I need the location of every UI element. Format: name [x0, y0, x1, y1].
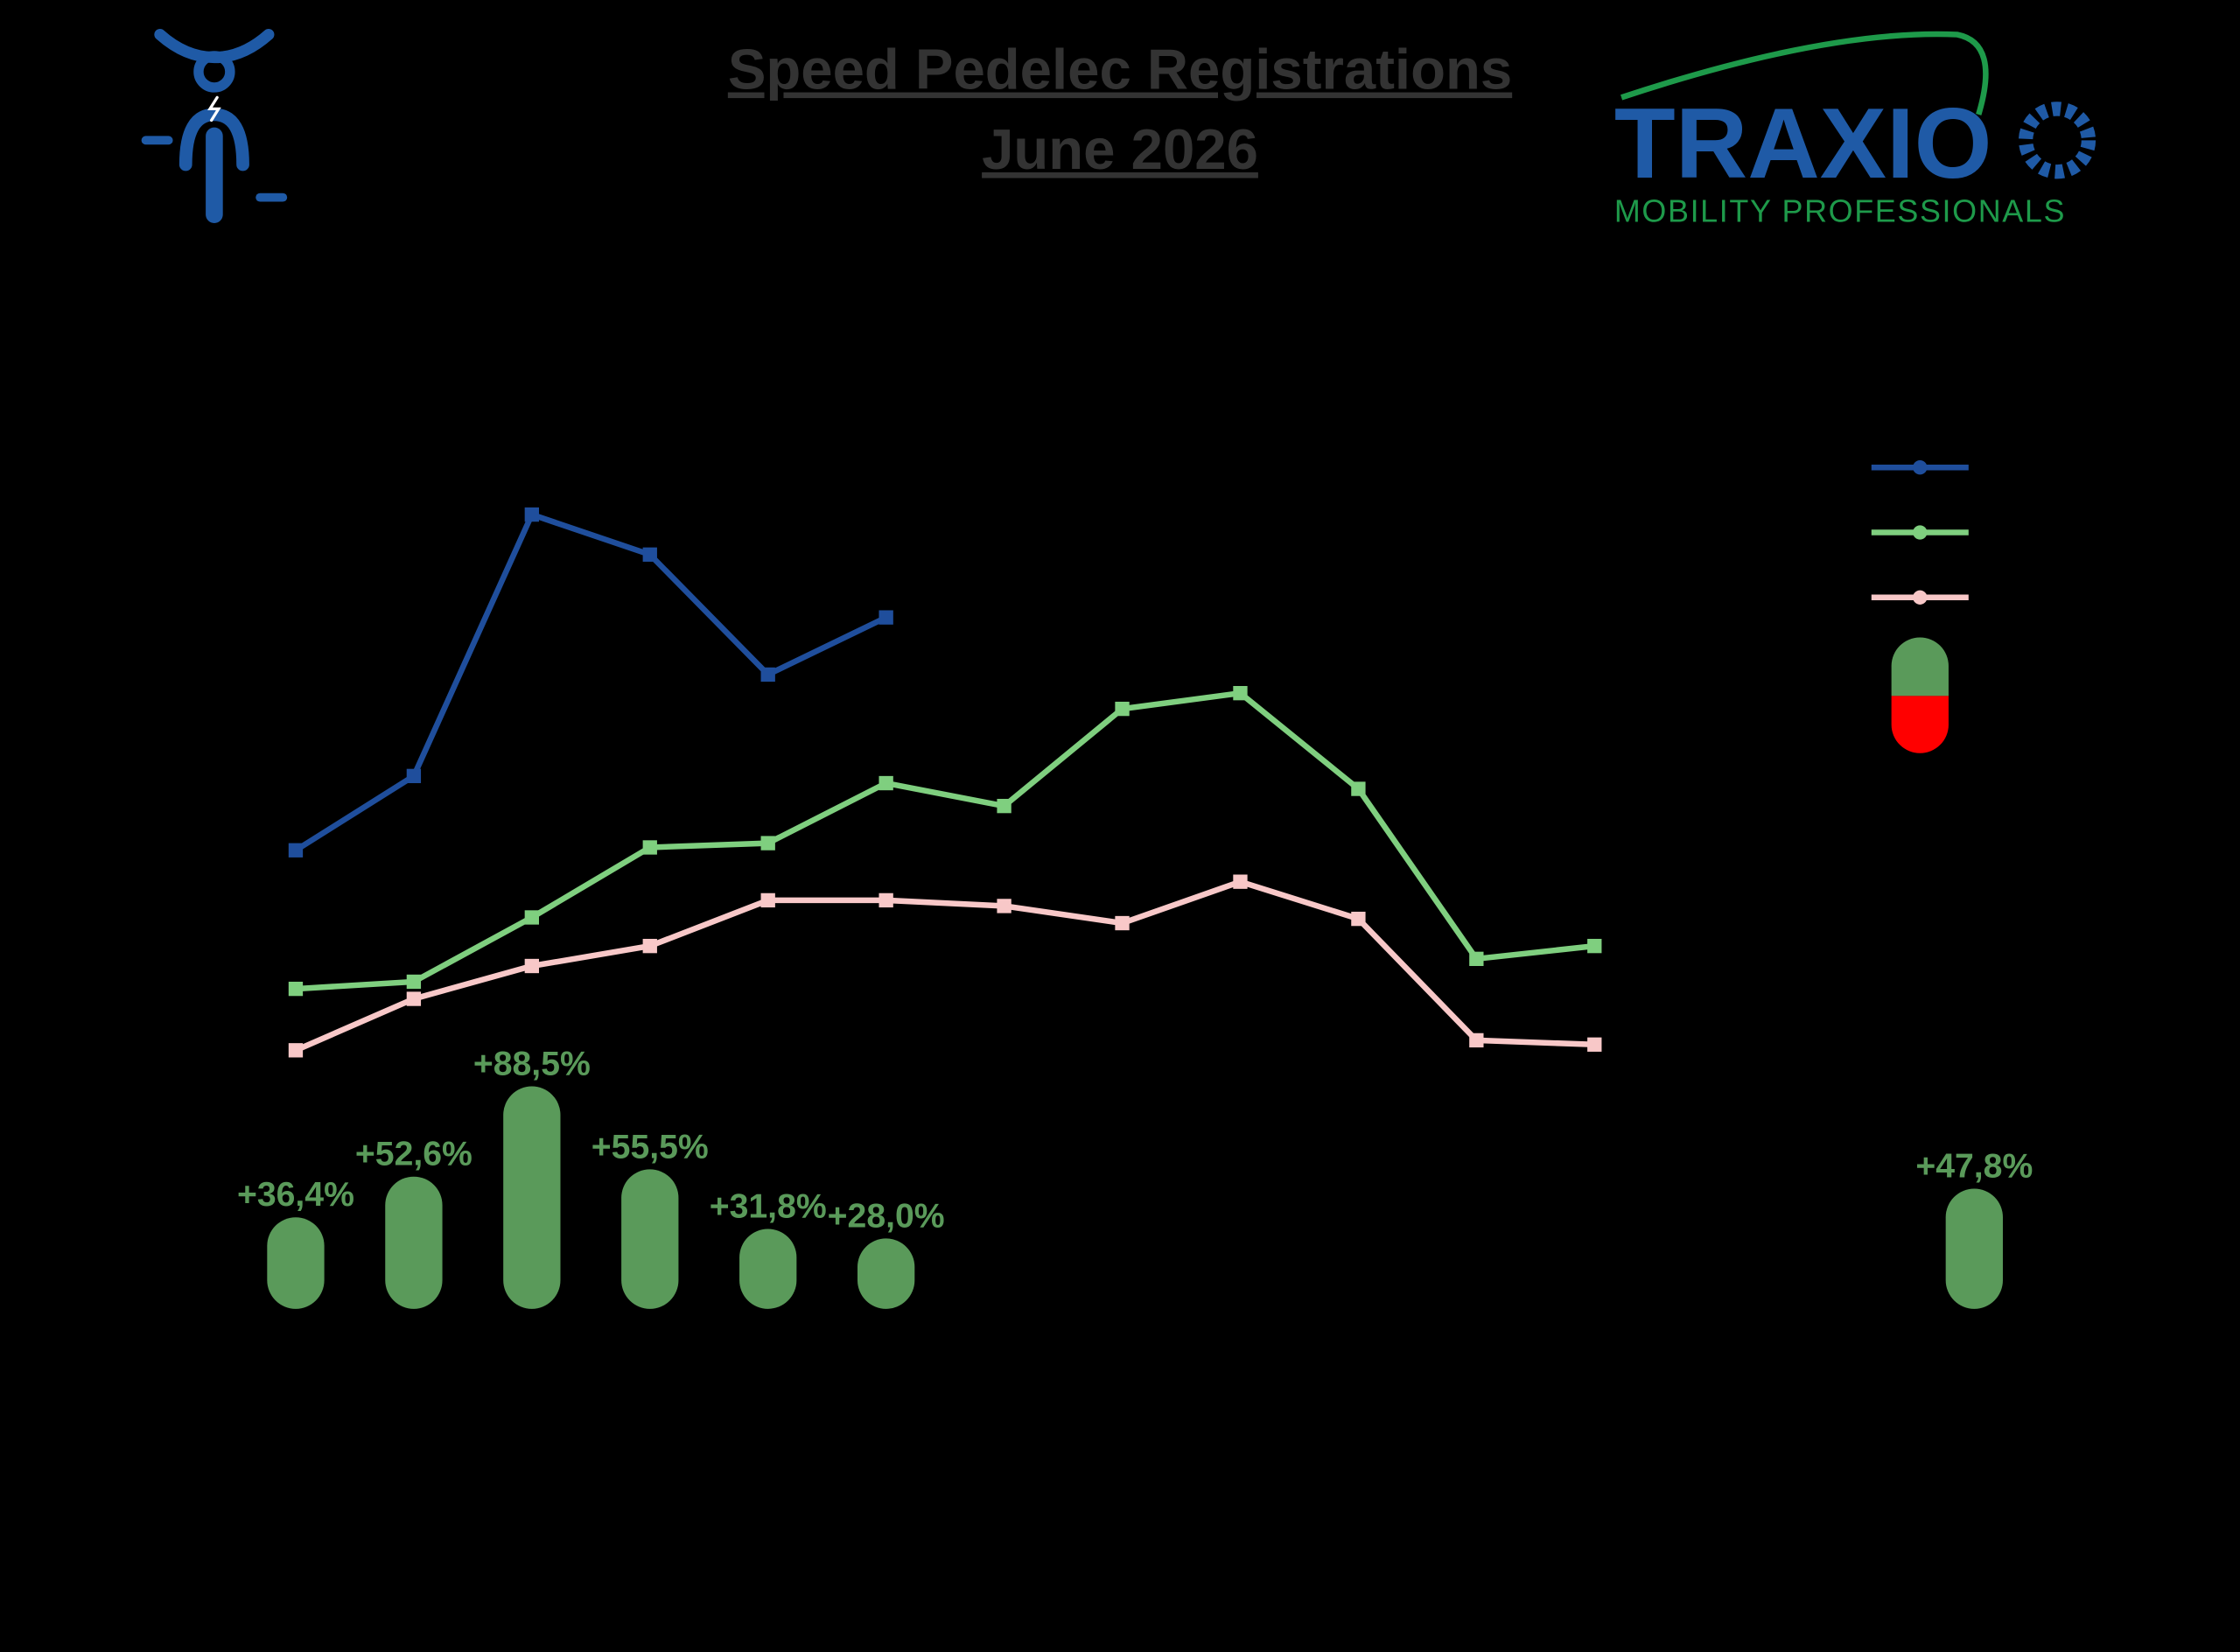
- logo-tagline: MOBILITY PROFESSIONALS: [1614, 192, 2066, 228]
- point-marker: [1351, 781, 1366, 796]
- legend-marker: [1913, 460, 1928, 475]
- point-marker: [288, 981, 304, 997]
- growth-label: +47,8%: [1915, 1147, 2033, 1185]
- chart-subtitle: June 2026: [982, 117, 1258, 181]
- growth-label: +88,5%: [473, 1045, 591, 1082]
- logo-swoosh: [1620, 31, 1989, 116]
- point-marker: [288, 1043, 304, 1058]
- point-marker: [997, 899, 1012, 914]
- point-marker: [1587, 938, 1602, 954]
- logo-name: TRAXIO: [1614, 88, 1992, 200]
- series-line: [295, 690, 1595, 992]
- point-marker: [1469, 951, 1484, 966]
- scooter-icon: [141, 28, 288, 224]
- point-marker: [524, 958, 539, 974]
- point-marker: [1115, 915, 1130, 931]
- growth-bar: [267, 1217, 325, 1309]
- legend-marker: [1913, 590, 1928, 605]
- growth-label: +55,5%: [592, 1128, 709, 1166]
- growth-bar: [739, 1228, 797, 1309]
- growth-label: +31,8%: [710, 1187, 827, 1225]
- legend-pill-top: [1891, 637, 1949, 696]
- growth-bar: [385, 1176, 443, 1309]
- point-marker: [1351, 911, 1366, 927]
- point-marker: [760, 667, 775, 682]
- growth-bar: [858, 1238, 915, 1309]
- point-marker: [1469, 1032, 1484, 1048]
- point-marker: [878, 892, 893, 908]
- point-marker: [1587, 1037, 1602, 1052]
- growth-bar: [503, 1086, 561, 1309]
- logo-gear: [2018, 102, 2096, 179]
- legend-pill-bottom: [1891, 696, 1949, 753]
- series-line: [294, 878, 1595, 1054]
- point-marker: [406, 991, 422, 1006]
- growth-bar: [621, 1169, 679, 1309]
- point-marker: [524, 507, 539, 522]
- point-marker: [406, 974, 422, 990]
- point-marker: [760, 892, 775, 908]
- point-marker: [288, 843, 304, 858]
- chart-title: Speed Pedelec Registrations: [728, 38, 1512, 102]
- point-marker: [997, 798, 1012, 814]
- point-marker: [406, 768, 422, 784]
- point-marker: [1233, 686, 1248, 701]
- growth-label: +52,6%: [355, 1136, 472, 1173]
- growth-label: +36,4%: [237, 1176, 354, 1214]
- point-marker: [524, 910, 539, 925]
- growth-bar: [1945, 1188, 2003, 1309]
- legend-marker: [1913, 525, 1928, 540]
- point-marker: [878, 775, 893, 791]
- point-marker: [642, 938, 657, 954]
- point-marker: [878, 610, 893, 625]
- traxio-logo: TRAXIO MOBILITY PROFESSIONALS: [1614, 31, 2096, 228]
- point-marker: [760, 836, 775, 850]
- series-line: [294, 511, 888, 853]
- growth-label: +28,0%: [828, 1197, 945, 1235]
- point-marker: [642, 547, 657, 562]
- point-marker: [1233, 874, 1248, 889]
- point-marker: [1115, 701, 1130, 717]
- point-marker: [642, 840, 657, 855]
